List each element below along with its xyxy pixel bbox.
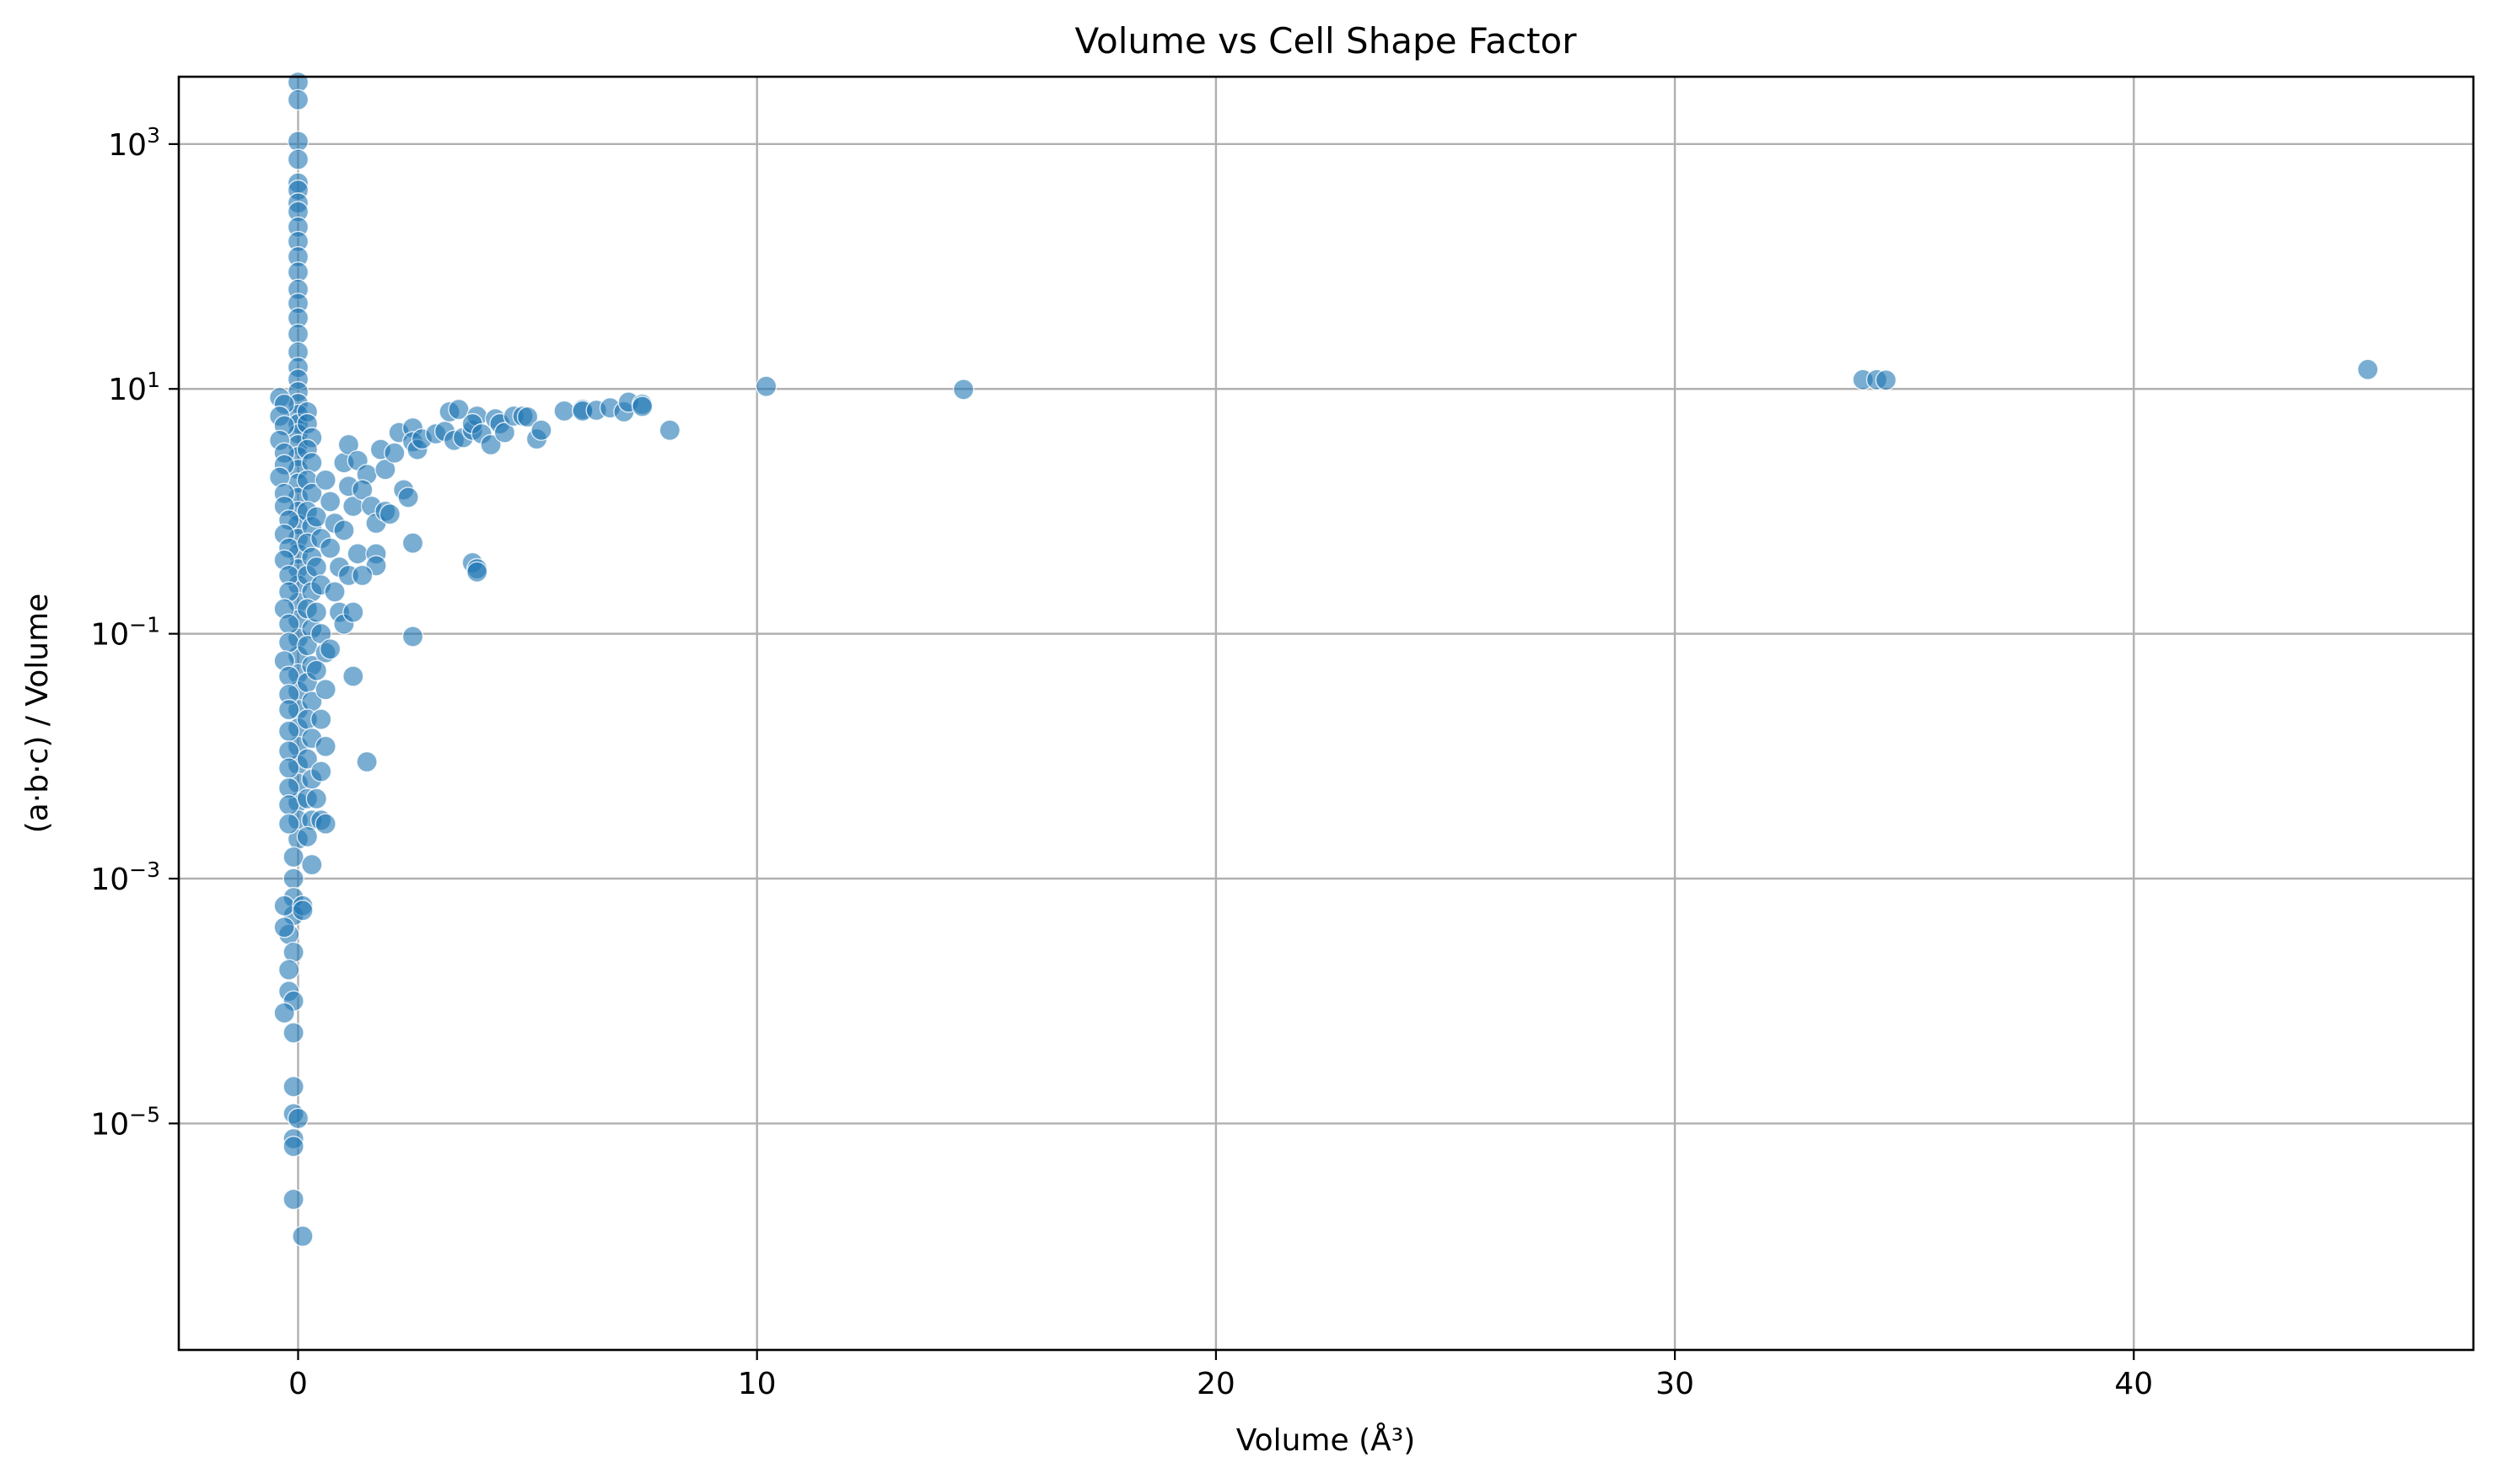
- data-point: [755, 375, 778, 397]
- x-tick-label: 40: [2114, 1367, 2153, 1401]
- data-point: [553, 400, 575, 422]
- y-tick-base: 10: [90, 1107, 129, 1142]
- data-point: [287, 89, 309, 111]
- y-tick-exponent: 3: [147, 123, 160, 148]
- data-point: [277, 698, 300, 721]
- data-point: [356, 750, 378, 773]
- x-tick-label: 20: [1197, 1367, 1235, 1401]
- data-point: [952, 379, 975, 401]
- data-point: [287, 148, 309, 170]
- data-point: [374, 459, 396, 481]
- data-point: [347, 543, 369, 565]
- data-point: [1875, 369, 1897, 391]
- data-point: [277, 793, 300, 816]
- data-point: [480, 433, 502, 456]
- data-points: [269, 71, 2379, 1247]
- data-point: [401, 626, 424, 648]
- data-point: [2357, 358, 2379, 380]
- y-tick-label: 10−1: [90, 613, 160, 653]
- data-point: [319, 491, 342, 513]
- data-point: [277, 613, 300, 635]
- data-point: [315, 735, 336, 757]
- data-point: [659, 419, 681, 441]
- x-axis-label: Volume (Å³): [1236, 1422, 1415, 1458]
- data-point: [337, 433, 360, 456]
- data-point: [296, 635, 319, 657]
- data-point: [277, 632, 300, 653]
- y-tick-base: 10: [108, 128, 147, 163]
- data-point: [296, 825, 319, 847]
- data-point: [319, 537, 342, 559]
- y-tick-base: 10: [90, 618, 129, 653]
- x-tick-label: 30: [1655, 1367, 1694, 1401]
- data-point: [516, 406, 539, 428]
- data-point: [287, 323, 309, 345]
- data-point: [305, 556, 327, 578]
- data-point: [324, 581, 346, 603]
- data-point: [283, 1135, 304, 1158]
- data-point: [277, 720, 300, 742]
- data-point: [283, 1022, 304, 1044]
- data-point: [310, 708, 332, 730]
- data-point: [397, 487, 419, 508]
- chart-title: Volume vs Cell Shape Factor: [1075, 20, 1578, 62]
- data-point: [319, 638, 342, 660]
- data-point: [333, 519, 355, 541]
- y-tick-label: 103: [108, 123, 160, 163]
- data-point: [283, 868, 304, 890]
- data-point: [287, 1107, 309, 1130]
- data-point: [352, 479, 374, 501]
- data-point: [273, 917, 295, 938]
- data-point: [273, 1002, 295, 1024]
- data-point: [296, 748, 319, 770]
- plot-frame: [177, 75, 2475, 1352]
- data-point: [283, 1188, 304, 1211]
- data-point: [315, 813, 336, 835]
- data-point: [277, 959, 300, 981]
- y-tick-label: 10−5: [90, 1102, 160, 1142]
- grid-lines: [179, 77, 2473, 1350]
- data-point: [277, 813, 300, 835]
- data-point: [530, 419, 552, 441]
- data-point: [384, 442, 406, 464]
- y-tick-exponent: 1: [147, 368, 160, 392]
- data-point: [305, 659, 327, 681]
- x-axis-ticks: 0 10 20 30 40: [288, 1350, 2153, 1401]
- y-tick-exponent: −5: [129, 1102, 160, 1126]
- y-tick-base: 10: [90, 863, 129, 897]
- data-point: [631, 395, 654, 417]
- data-point: [401, 532, 424, 554]
- data-point: [342, 665, 364, 687]
- x-tick-label: 0: [288, 1367, 308, 1401]
- y-axis-label: (a·b·c) / Volume: [20, 594, 55, 834]
- data-point: [352, 564, 374, 587]
- data-point: [283, 846, 304, 868]
- data-point: [310, 761, 332, 782]
- data-point: [287, 131, 309, 153]
- y-tick-exponent: −3: [129, 858, 160, 882]
- y-tick-label: 10−3: [90, 858, 160, 897]
- x-tick-label: 10: [738, 1367, 777, 1401]
- data-point: [277, 665, 300, 687]
- data-point: [493, 422, 516, 444]
- data-point: [292, 1225, 314, 1247]
- data-point: [342, 601, 364, 623]
- data-point: [305, 601, 327, 623]
- data-point: [315, 469, 336, 492]
- data-point: [301, 853, 323, 876]
- data-point: [273, 895, 295, 917]
- data-point: [379, 503, 401, 525]
- data-point: [277, 757, 300, 779]
- data-point: [305, 788, 327, 809]
- data-point: [283, 1075, 304, 1098]
- y-tick-label: 101: [108, 368, 160, 407]
- data-point: [466, 561, 488, 583]
- data-point: [292, 899, 314, 922]
- y-tick-exponent: −1: [129, 613, 160, 637]
- y-tick-base: 10: [108, 373, 147, 407]
- data-point: [315, 679, 336, 701]
